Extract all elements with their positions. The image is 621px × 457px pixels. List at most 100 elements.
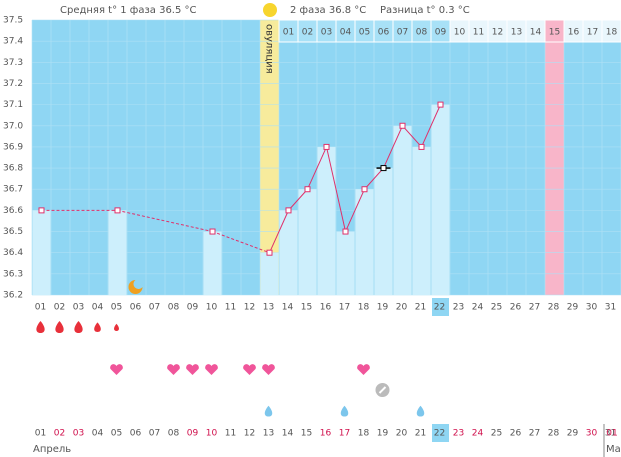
temperature-bar (279, 210, 298, 295)
date-label: 17 (339, 303, 350, 313)
date-label: 23 (453, 429, 464, 439)
fertile-day-column (545, 20, 564, 295)
y-tick-label: 36.5 (3, 227, 23, 237)
date-label: 30 (586, 429, 598, 439)
temperature-bar (203, 231, 222, 295)
temperature-point (266, 249, 273, 256)
temperature-line (364, 167, 384, 190)
temperature-bar (374, 168, 393, 295)
temperature-bar (32, 210, 51, 295)
phase1-text: Средняя t° 1 фаза 36.5 °C (60, 5, 197, 16)
cycle-day-label: 16 (568, 28, 580, 38)
date-label: 24 (472, 429, 484, 439)
cycle-day-label: 05 (359, 28, 370, 38)
next-month-date: 01 (606, 429, 617, 439)
date-label: 19 (377, 429, 389, 439)
date-label: 12 (244, 429, 255, 439)
ovulation-label: овуляция (264, 24, 275, 74)
temperature-line (383, 125, 403, 169)
temperature-point (380, 165, 387, 172)
temperature-bar (412, 146, 431, 295)
temperature-point (285, 207, 292, 214)
temperature-line (117, 209, 213, 233)
cycle-day-label: 13 (511, 28, 522, 38)
date-label: 27 (529, 429, 540, 439)
month-label: Ма (606, 444, 621, 455)
temperature-point (418, 143, 425, 150)
date-label: 25 (491, 303, 502, 313)
y-tick-label: 36.9 (3, 142, 23, 152)
date-label: 21 (415, 303, 426, 313)
cycle-day-label: 18 (606, 28, 618, 38)
temperature-line (345, 189, 365, 232)
cycle-day-label: 11 (473, 28, 484, 38)
date-label: 25 (491, 429, 502, 439)
temperature-line (421, 104, 441, 148)
date-label: 02 (54, 429, 65, 439)
date-label: 18 (358, 303, 370, 313)
date-label: 13 (263, 303, 274, 313)
date-label: 16 (320, 429, 332, 439)
temperature-bar (317, 146, 336, 295)
temperature-bar (336, 231, 355, 295)
y-tick-label: 36.8 (3, 164, 23, 174)
date-label: 26 (510, 303, 522, 313)
date-label: 29 (567, 429, 579, 439)
temperature-point (323, 143, 330, 150)
y-tick-label: 36.7 (3, 185, 23, 195)
date-label: 17 (339, 429, 350, 439)
heart-icon (167, 364, 180, 375)
y-tick-label: 36.4 (3, 248, 23, 258)
y-tick-label: 37.4 (3, 37, 23, 47)
cycle-day-label: 02 (302, 28, 313, 38)
date-label: 07 (149, 429, 160, 439)
y-tick-label: 36.3 (3, 269, 23, 279)
temperature-line (288, 188, 308, 211)
date-label: 20 (396, 303, 408, 313)
date-label: 04 (92, 303, 104, 313)
y-tick-label: 37.0 (3, 121, 23, 131)
y-tick-label: 36.2 (3, 291, 23, 301)
mucus-icon (416, 405, 425, 417)
date-label: 11 (225, 429, 236, 439)
date-label: 01 (35, 429, 46, 439)
date-label: 26 (510, 429, 522, 439)
temperature-bar (393, 125, 412, 296)
cycle-day-label: 07 (397, 28, 408, 38)
heart-icon (262, 364, 275, 375)
cycle-day-label: 06 (378, 28, 390, 38)
cycle-day-label: 15 (549, 28, 560, 38)
date-label: 23 (453, 303, 464, 313)
mucus-icon (340, 405, 349, 417)
temperature-line (402, 125, 422, 148)
date-label: 10 (206, 303, 218, 313)
cycle-day-label: 10 (454, 28, 466, 38)
today-box (432, 424, 449, 442)
date-label: 03 (73, 303, 84, 313)
temperature-line (269, 210, 289, 253)
temperature-point (304, 186, 311, 193)
cycle-day-label: 12 (492, 28, 503, 38)
temperature-point (209, 228, 216, 235)
heart-icon (243, 364, 256, 375)
heart-icon (186, 364, 199, 375)
temperature-point (399, 122, 406, 129)
cycle-day-cell (601, 19, 621, 43)
date-label: 04 (92, 429, 104, 439)
cycle-day-label: 08 (416, 28, 428, 38)
date-label: 05 (111, 303, 122, 313)
date-label: 22 (434, 429, 445, 439)
bleeding-icon (74, 321, 83, 333)
temperature-point (342, 228, 349, 235)
date-label: 06 (130, 303, 142, 313)
cycle-day-label: 14 (530, 28, 542, 38)
bleeding-icon (55, 321, 64, 333)
date-label: 12 (244, 303, 255, 313)
date-label: 09 (187, 429, 199, 439)
date-label: 31 (605, 303, 616, 313)
temperature-point (361, 186, 368, 193)
date-label: 14 (282, 429, 294, 439)
bleeding-icon (94, 322, 101, 332)
date-label: 06 (130, 429, 142, 439)
month-label: Апрель (33, 444, 71, 455)
